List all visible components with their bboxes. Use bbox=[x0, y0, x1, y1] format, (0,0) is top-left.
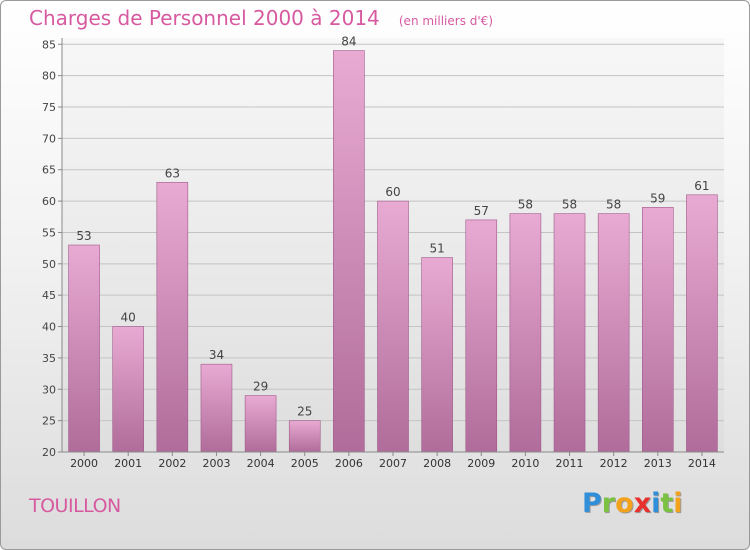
brand-letter: x bbox=[633, 488, 652, 519]
bar-2001 bbox=[112, 326, 144, 453]
bar-2010 bbox=[509, 213, 542, 453]
y-tick-label: 55 bbox=[42, 226, 56, 239]
bar-value-label: 58 bbox=[562, 198, 577, 212]
brand-letter: P bbox=[582, 488, 602, 519]
bar-2007 bbox=[377, 200, 409, 453]
bar-value-label: 51 bbox=[429, 242, 444, 256]
bar-2011 bbox=[553, 213, 586, 453]
brand-logo: Proxiti bbox=[582, 488, 683, 519]
x-tick-label: 2000 bbox=[70, 457, 98, 470]
brand-letter: t bbox=[660, 488, 674, 519]
city-name: TOUILLON bbox=[29, 495, 121, 517]
bar-value-label: 40 bbox=[121, 311, 136, 325]
chart-title: Charges de Personnel 2000 à 2014 bbox=[29, 6, 380, 30]
y-tick-label: 85 bbox=[42, 38, 56, 51]
x-tick-label: 2009 bbox=[467, 457, 495, 470]
bar-value-label: 29 bbox=[253, 380, 268, 394]
bar-value-label: 61 bbox=[694, 179, 709, 193]
bar-2005 bbox=[288, 420, 321, 453]
bar-2013 bbox=[641, 207, 674, 453]
x-tick-label: 2001 bbox=[114, 457, 142, 470]
y-tick-label: 70 bbox=[42, 132, 56, 145]
bar-2000 bbox=[68, 244, 100, 453]
bar-value-label: 84 bbox=[341, 35, 356, 49]
x-tick-label: 2007 bbox=[379, 457, 407, 470]
x-tick-label: 2003 bbox=[202, 457, 230, 470]
x-tick-label: 2006 bbox=[335, 457, 363, 470]
bar-value-label: 63 bbox=[165, 166, 180, 180]
y-tick-label: 80 bbox=[42, 70, 56, 83]
x-tick-label: 2011 bbox=[556, 457, 584, 470]
chart-subtitle: (en milliers d'€) bbox=[398, 14, 493, 28]
bar-value-label: 34 bbox=[209, 348, 224, 362]
y-tick-label: 25 bbox=[42, 415, 56, 428]
title-area: Charges de Personnel 2000 à 2014 (en mil… bbox=[29, 6, 493, 30]
brand-letter: i bbox=[651, 488, 661, 519]
bar-value-label: 57 bbox=[474, 204, 489, 218]
bar-2014 bbox=[686, 194, 718, 453]
bar-2012 bbox=[597, 213, 630, 453]
y-tick-label: 35 bbox=[42, 352, 56, 365]
bar-value-label: 60 bbox=[385, 185, 400, 199]
bar-value-label: 25 bbox=[297, 405, 312, 419]
bar-2008 bbox=[421, 257, 453, 453]
y-tick-label: 20 bbox=[42, 446, 56, 459]
y-tick-label: 45 bbox=[42, 289, 56, 302]
y-tick-label: 75 bbox=[42, 101, 56, 114]
x-tick-label: 2005 bbox=[291, 457, 319, 470]
bar-value-label: 59 bbox=[650, 191, 665, 205]
y-tick-label: 65 bbox=[42, 164, 56, 177]
bar-2009 bbox=[465, 219, 498, 453]
bar-2003 bbox=[200, 363, 233, 453]
y-tick-label: 30 bbox=[42, 383, 56, 396]
x-tick-label: 2004 bbox=[247, 457, 275, 470]
brand-letter: i bbox=[673, 488, 683, 519]
y-tick-label: 40 bbox=[42, 321, 56, 334]
x-tick-label: 2010 bbox=[511, 457, 539, 470]
y-axis: 20 25 30 35 40 45 50 55 60 65 70 75 80 85 bbox=[42, 38, 62, 459]
bar-2004 bbox=[244, 395, 277, 453]
y-tick-label: 60 bbox=[42, 195, 56, 208]
x-tick-label: 2012 bbox=[600, 457, 628, 470]
y-tick-label: 50 bbox=[42, 258, 56, 271]
bar-value-label: 53 bbox=[76, 229, 91, 243]
bar-value-label: 58 bbox=[606, 198, 621, 212]
bar-value-label: 58 bbox=[518, 198, 533, 212]
x-tick-label: 2002 bbox=[158, 457, 186, 470]
x-axis: 2000 2001 2002 2003 2004 2005 2006 2007 2008 2009… bbox=[70, 452, 716, 470]
bar-2006 bbox=[333, 50, 365, 453]
x-tick-label: 2008 bbox=[423, 457, 451, 470]
x-tick-label: 2013 bbox=[644, 457, 672, 470]
brand-letter: o bbox=[615, 488, 634, 519]
bar-2002 bbox=[156, 181, 189, 453]
x-tick-label: 2014 bbox=[688, 457, 716, 470]
brand-letter: r bbox=[601, 488, 616, 519]
